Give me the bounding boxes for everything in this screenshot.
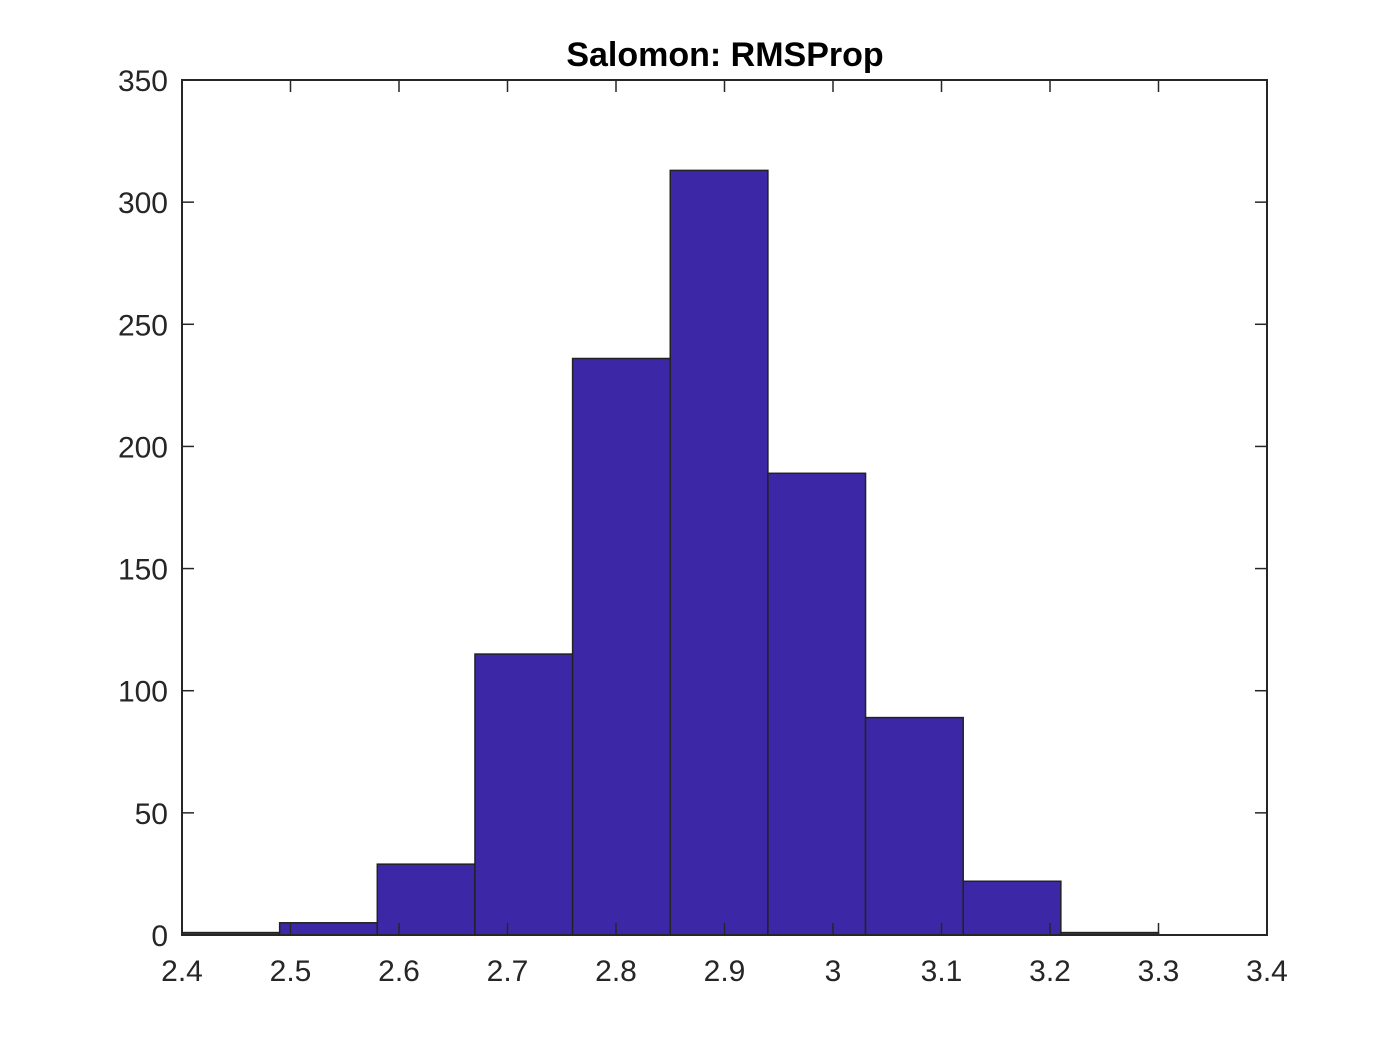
histogram-bar-8 — [864, 716, 964, 936]
x-tick-label: 2.6 — [378, 955, 420, 988]
x-tick-label: 3.3 — [1138, 955, 1180, 988]
x-tick-label: 2.9 — [704, 955, 746, 988]
y-tick-label: 100 — [118, 676, 168, 709]
y-tick-label: 300 — [118, 187, 168, 220]
x-tick-label: 3.4 — [1246, 955, 1288, 988]
y-tick-label: 250 — [118, 309, 168, 342]
x-tick-label: 3.2 — [1029, 955, 1071, 988]
histogram-bar-3 — [376, 863, 476, 936]
x-tick-label: 3.1 — [921, 955, 963, 988]
histogram-bar-7 — [767, 472, 867, 936]
x-tick-label: 2.4 — [161, 955, 203, 988]
bars-group — [181, 169, 1160, 936]
y-tick-label: 50 — [135, 798, 168, 831]
histogram-bar-6 — [669, 169, 769, 936]
y-tick-label: 350 — [118, 65, 168, 98]
x-axis: 2.4 2.5 2.6 2.7 2.8 2.9 3 3.1 3.2 3.3 3.4 — [161, 80, 1288, 988]
y-tick-label: 0 — [151, 920, 168, 953]
x-tick-label: 2.8 — [595, 955, 637, 988]
chart-title: Salomon: RMSProp — [566, 36, 883, 74]
histogram-bar-5 — [571, 357, 671, 936]
x-tick-label: 3 — [825, 955, 842, 988]
histogram-bar-9 — [962, 880, 1062, 936]
histogram-bar-4 — [474, 653, 574, 936]
y-tick-label: 200 — [118, 431, 168, 464]
x-tick-label: 2.5 — [270, 955, 312, 988]
y-tick-label: 150 — [118, 554, 168, 587]
histogram-bar-2 — [278, 922, 379, 936]
y-axis: 0 50 100 150 200 250 300 350 — [118, 65, 1267, 953]
x-tick-label: 2.7 — [487, 955, 529, 988]
